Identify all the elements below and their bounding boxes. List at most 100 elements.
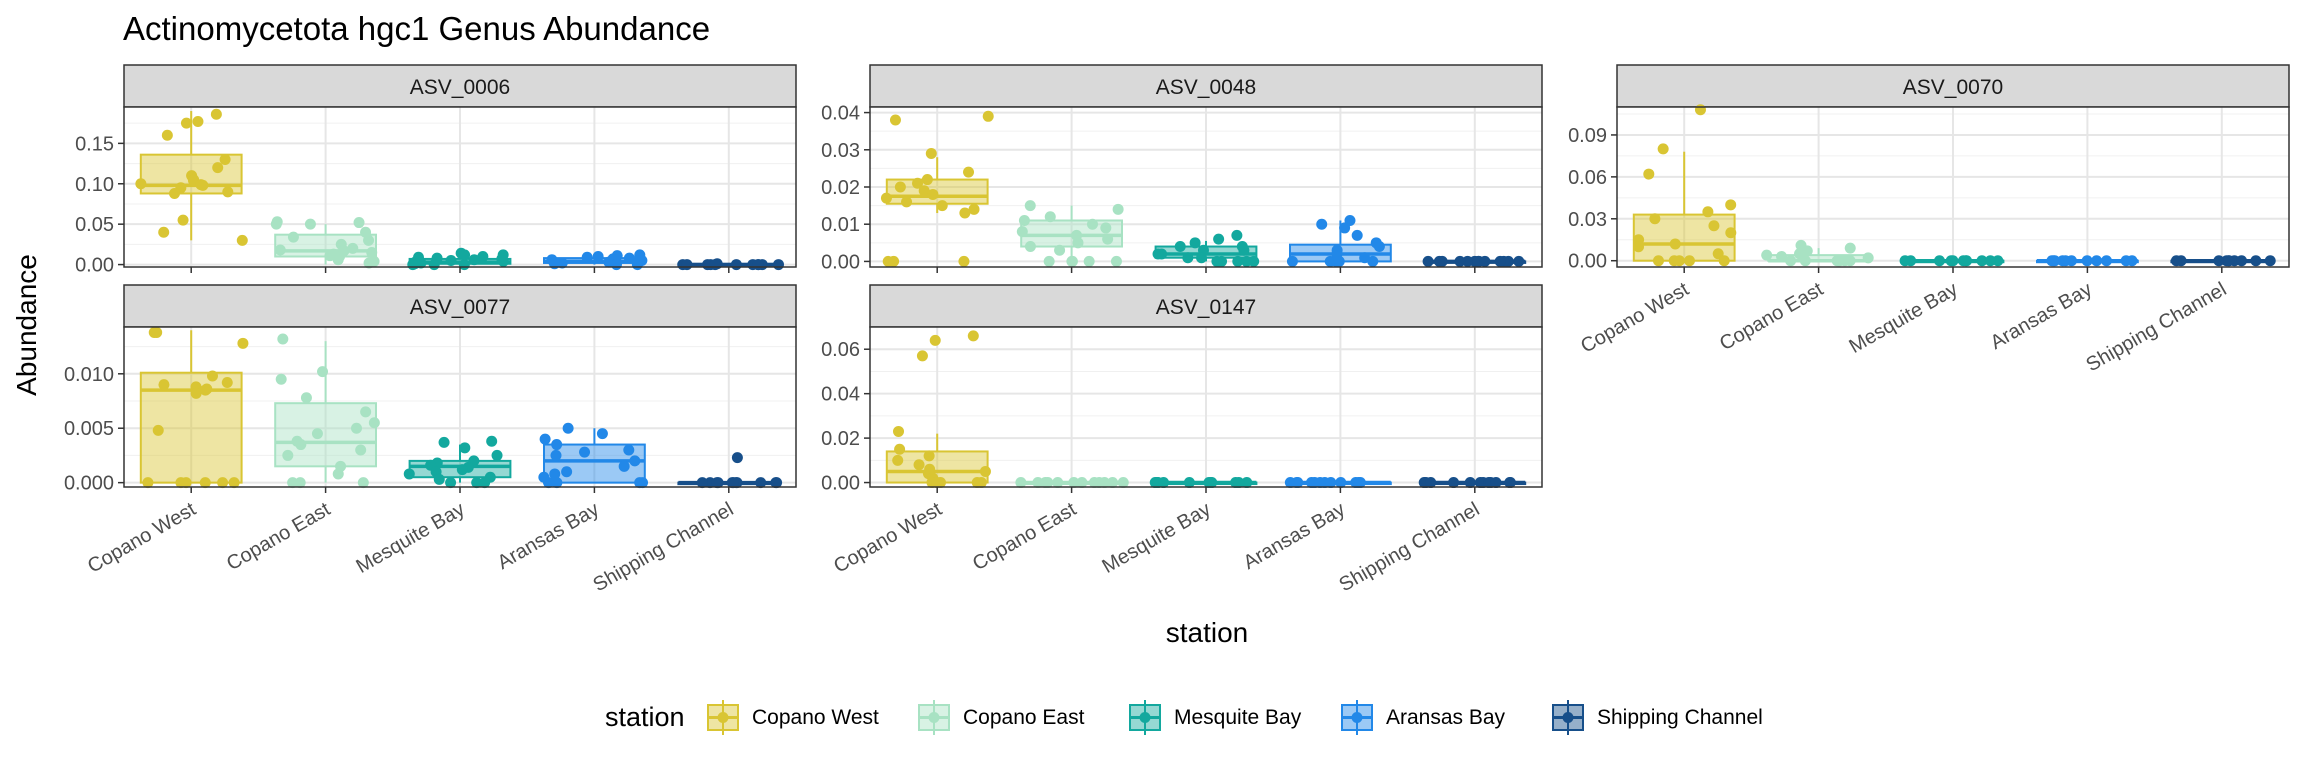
data-point: [1112, 203, 1124, 215]
data-point: [1984, 255, 1996, 267]
data-point: [206, 370, 218, 382]
data-point: [925, 148, 937, 160]
data-point: [366, 246, 378, 258]
data-point: [1015, 477, 1027, 489]
data-point: [618, 460, 630, 472]
data-point: [1776, 251, 1788, 263]
data-point: [471, 477, 483, 489]
data-point: [1673, 255, 1685, 267]
data-point: [2091, 255, 2103, 267]
data-point: [1425, 477, 1437, 489]
y-axis-title: Abundance: [11, 254, 42, 396]
data-point: [304, 218, 316, 230]
data-point: [901, 196, 913, 208]
facet-strip: [123, 284, 797, 328]
data-point: [579, 446, 591, 458]
data-point: [623, 252, 635, 264]
legend-key-point: [928, 712, 940, 723]
data-point: [681, 259, 693, 271]
data-point: [1344, 214, 1356, 226]
data-point: [1725, 227, 1737, 239]
data-point: [142, 477, 154, 489]
facet-strip-label: ASV_0147: [1156, 296, 1256, 319]
data-point: [2170, 255, 2182, 267]
facet-strip: [869, 64, 1543, 108]
y-tick-label: 0.03: [1568, 209, 1607, 231]
data-point: [979, 465, 991, 477]
data-point: [270, 218, 282, 230]
y-tick-label: 0.02: [821, 428, 860, 450]
data-point: [2264, 255, 2276, 267]
data-point: [551, 477, 563, 489]
data-point: [347, 242, 359, 254]
data-point: [287, 231, 299, 243]
data-point: [1291, 477, 1303, 489]
data-point: [1504, 477, 1516, 489]
data-point: [152, 424, 164, 436]
data-point: [1657, 143, 1669, 155]
data-point: [287, 477, 299, 489]
data-point: [1044, 211, 1056, 223]
data-point: [459, 442, 471, 454]
data-point: [696, 477, 708, 489]
data-point: [549, 468, 561, 480]
y-tick-label: 0.04: [821, 384, 860, 406]
data-point: [912, 177, 924, 189]
data-point: [1513, 255, 1525, 267]
data-point: [190, 387, 202, 399]
facet-strip: [1616, 64, 2290, 108]
data-point: [1316, 218, 1328, 230]
data-point: [1158, 477, 1170, 489]
data-point: [353, 217, 365, 229]
data-point: [363, 234, 375, 246]
data-point: [135, 178, 147, 190]
data-point: [971, 477, 983, 489]
data-point: [967, 330, 979, 342]
data-point: [1072, 237, 1084, 249]
data-point: [1206, 477, 1218, 489]
data-point: [1833, 255, 1845, 267]
data-point: [1683, 255, 1695, 267]
data-point: [1018, 214, 1030, 226]
data-point: [772, 259, 784, 271]
y-tick-label: 0.06: [821, 339, 860, 361]
data-point: [210, 108, 222, 120]
data-point: [730, 259, 742, 271]
data-point: [958, 255, 970, 267]
y-tick-label: 0.00: [75, 255, 114, 277]
data-point: [963, 166, 975, 178]
data-point: [479, 477, 491, 489]
data-point: [581, 251, 593, 263]
data-point: [1054, 244, 1066, 256]
data-point: [151, 326, 163, 338]
facet-strip-label: ASV_0070: [1903, 76, 2003, 99]
data-point: [1373, 241, 1385, 253]
legend-key-point: [717, 712, 729, 723]
data-point: [368, 417, 380, 429]
data-point: [1052, 477, 1064, 489]
data-point: [913, 459, 925, 471]
data-point: [197, 179, 209, 191]
data-point: [1066, 255, 1078, 267]
data-point: [1093, 477, 1105, 489]
data-point: [355, 444, 367, 456]
data-point: [1232, 255, 1244, 267]
data-point: [1335, 477, 1347, 489]
y-tick-label: 0.03: [821, 140, 860, 162]
data-point: [543, 477, 555, 489]
data-point: [1183, 477, 1195, 489]
data-point: [212, 162, 224, 174]
data-point: [1725, 199, 1737, 211]
data-point: [539, 433, 551, 445]
legend-item-aransas-bay: Aransas Bay: [1341, 700, 1506, 735]
data-point: [1464, 477, 1476, 489]
data-point: [1325, 477, 1337, 489]
data-point: [1976, 255, 1988, 267]
data-point: [438, 436, 450, 448]
data-point: [219, 154, 231, 166]
data-point: [1708, 220, 1720, 232]
data-point: [1694, 104, 1706, 116]
data-point: [1107, 477, 1119, 489]
data-point: [629, 455, 641, 467]
data-point: [158, 379, 170, 391]
